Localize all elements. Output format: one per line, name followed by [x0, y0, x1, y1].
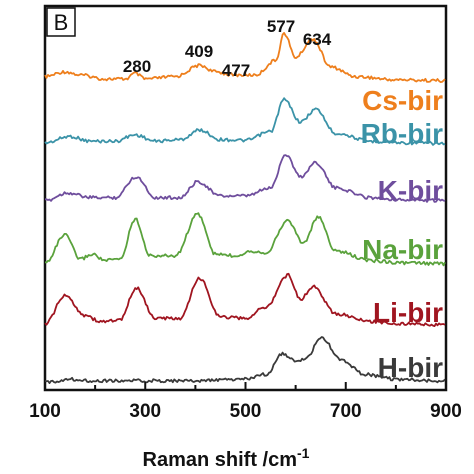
series-label-h-bir: H-bir [378, 352, 443, 383]
peak-label-280: 280 [123, 57, 151, 76]
series-line-na-bir [44, 212, 446, 267]
x-axis-ticks: 100 300 500 700 900 [29, 382, 462, 422]
x-axis-label: Raman shift /cm-1 [143, 445, 310, 471]
peak-labels-layer: 280 409 477 577 634 [123, 17, 332, 80]
peak-label-634: 634 [303, 30, 332, 49]
x-axis-label-main: Raman shift /cm [143, 449, 297, 471]
peak-label-477: 477 [222, 61, 250, 80]
panel-label-box [46, 7, 76, 37]
x-axis-label-superscript: -1 [297, 445, 310, 461]
panel-label-text: B [54, 10, 69, 35]
series-line-k-bir [45, 154, 446, 203]
peak-label-577: 577 [267, 17, 295, 36]
series-label-cs-bir: Cs-bir [362, 85, 443, 116]
x-tick-label-900: 900 [430, 401, 462, 422]
series-label-li-bir: Li-bir [373, 297, 443, 328]
series-line-cs-bir [44, 32, 446, 83]
panel-label: B [46, 7, 76, 37]
x-tick-label-500: 500 [230, 401, 262, 422]
x-tick-label-700: 700 [330, 401, 362, 422]
series-label-na-bir: Na-bir [362, 234, 443, 265]
traces-layer [44, 32, 446, 384]
series-line-h-bir [44, 336, 446, 384]
series-line-li-bir [44, 272, 446, 327]
peak-label-409: 409 [185, 42, 213, 61]
series-label-k-bir: K-bir [378, 175, 443, 206]
x-tick-label-100: 100 [29, 401, 61, 422]
series-line-rb-bir [44, 97, 446, 146]
x-tick-label-300: 300 [129, 401, 161, 422]
series-label-rb-bir: Rb-bir [361, 118, 444, 149]
